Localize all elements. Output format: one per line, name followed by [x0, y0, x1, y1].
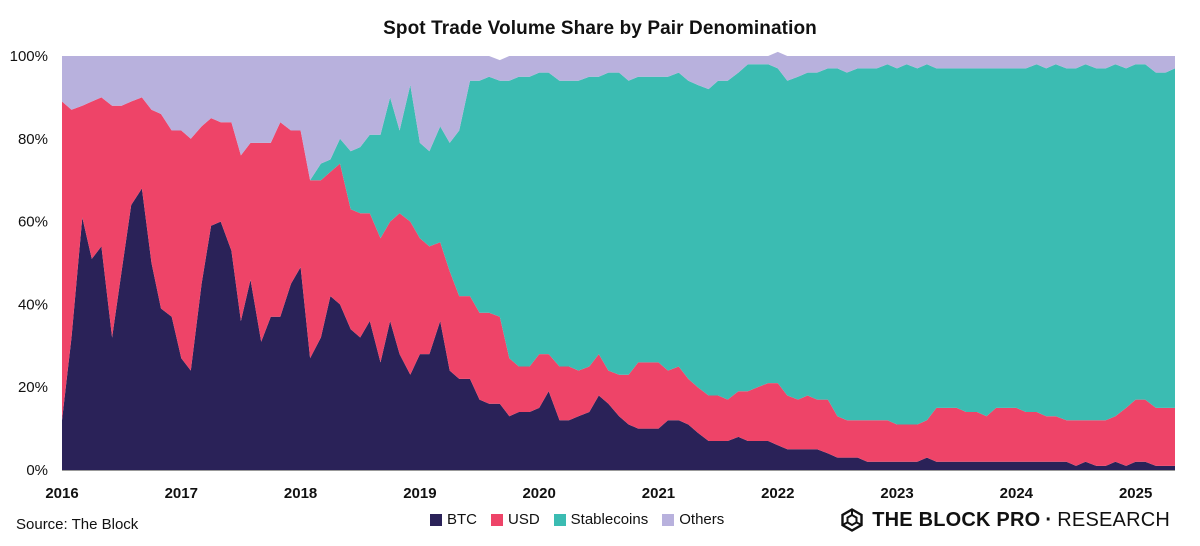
- legend-label: BTC: [447, 511, 477, 528]
- y-tick-label: 60%: [18, 214, 48, 231]
- legend: BTC USD Stablecoins Others: [430, 511, 738, 528]
- legend-item-stablecoins: Stablecoins: [553, 511, 649, 528]
- brand-research: RESEARCH: [1057, 508, 1170, 531]
- brand-name: THE BLOCK PRO: [872, 508, 1041, 531]
- x-tick-label: 2025: [1119, 485, 1152, 502]
- y-tick-label: 100%: [10, 48, 48, 65]
- x-tick-label: 2019: [403, 485, 436, 502]
- source-note: Source: The Block: [16, 516, 139, 533]
- legend-item-others: Others: [662, 511, 724, 528]
- legend-swatch: [553, 513, 566, 526]
- brand-separator: ·: [1045, 508, 1053, 531]
- y-tick-label: 20%: [18, 379, 48, 396]
- x-tick-label: 2020: [522, 485, 555, 502]
- x-tick-label: 2021: [642, 485, 675, 502]
- chart-title: Spot Trade Volume Share by Pair Denomina…: [383, 18, 817, 39]
- legend-label: Stablecoins: [570, 511, 649, 528]
- axes-group: 0% 20% 40% 60% 80% 100% 2016 2017 2018 2019 2020 20…: [10, 48, 1175, 502]
- x-tick-label: 2022: [761, 485, 794, 502]
- legend-item-btc: BTC: [430, 511, 477, 528]
- y-tick-label: 0%: [26, 462, 48, 479]
- x-tick-label: 2018: [284, 485, 317, 502]
- legend-swatch: [430, 513, 442, 526]
- legend-swatch: [662, 513, 675, 526]
- area-usd: [62, 97, 1175, 466]
- area-others: [62, 51, 1175, 181]
- y-tick-label: 80%: [18, 131, 48, 148]
- area-btc: [62, 188, 1175, 470]
- x-tick-label: 2024: [1000, 485, 1034, 502]
- cube-logo-icon: [841, 508, 863, 532]
- legend-swatch: [491, 513, 503, 526]
- area-stablecoins: [62, 64, 1175, 425]
- legend-item-usd: USD: [491, 511, 540, 528]
- y-tick-label: 40%: [18, 296, 48, 313]
- brand-logo: THE BLOCK PRO · RESEARCH: [840, 508, 1170, 532]
- x-tick-label: 2017: [165, 485, 198, 502]
- x-tick-label: 2023: [880, 485, 913, 502]
- legend-label: USD: [508, 511, 540, 528]
- legend-label: Others: [679, 511, 725, 528]
- area-series-group: [62, 51, 1175, 470]
- x-tick-label: 2016: [45, 485, 78, 502]
